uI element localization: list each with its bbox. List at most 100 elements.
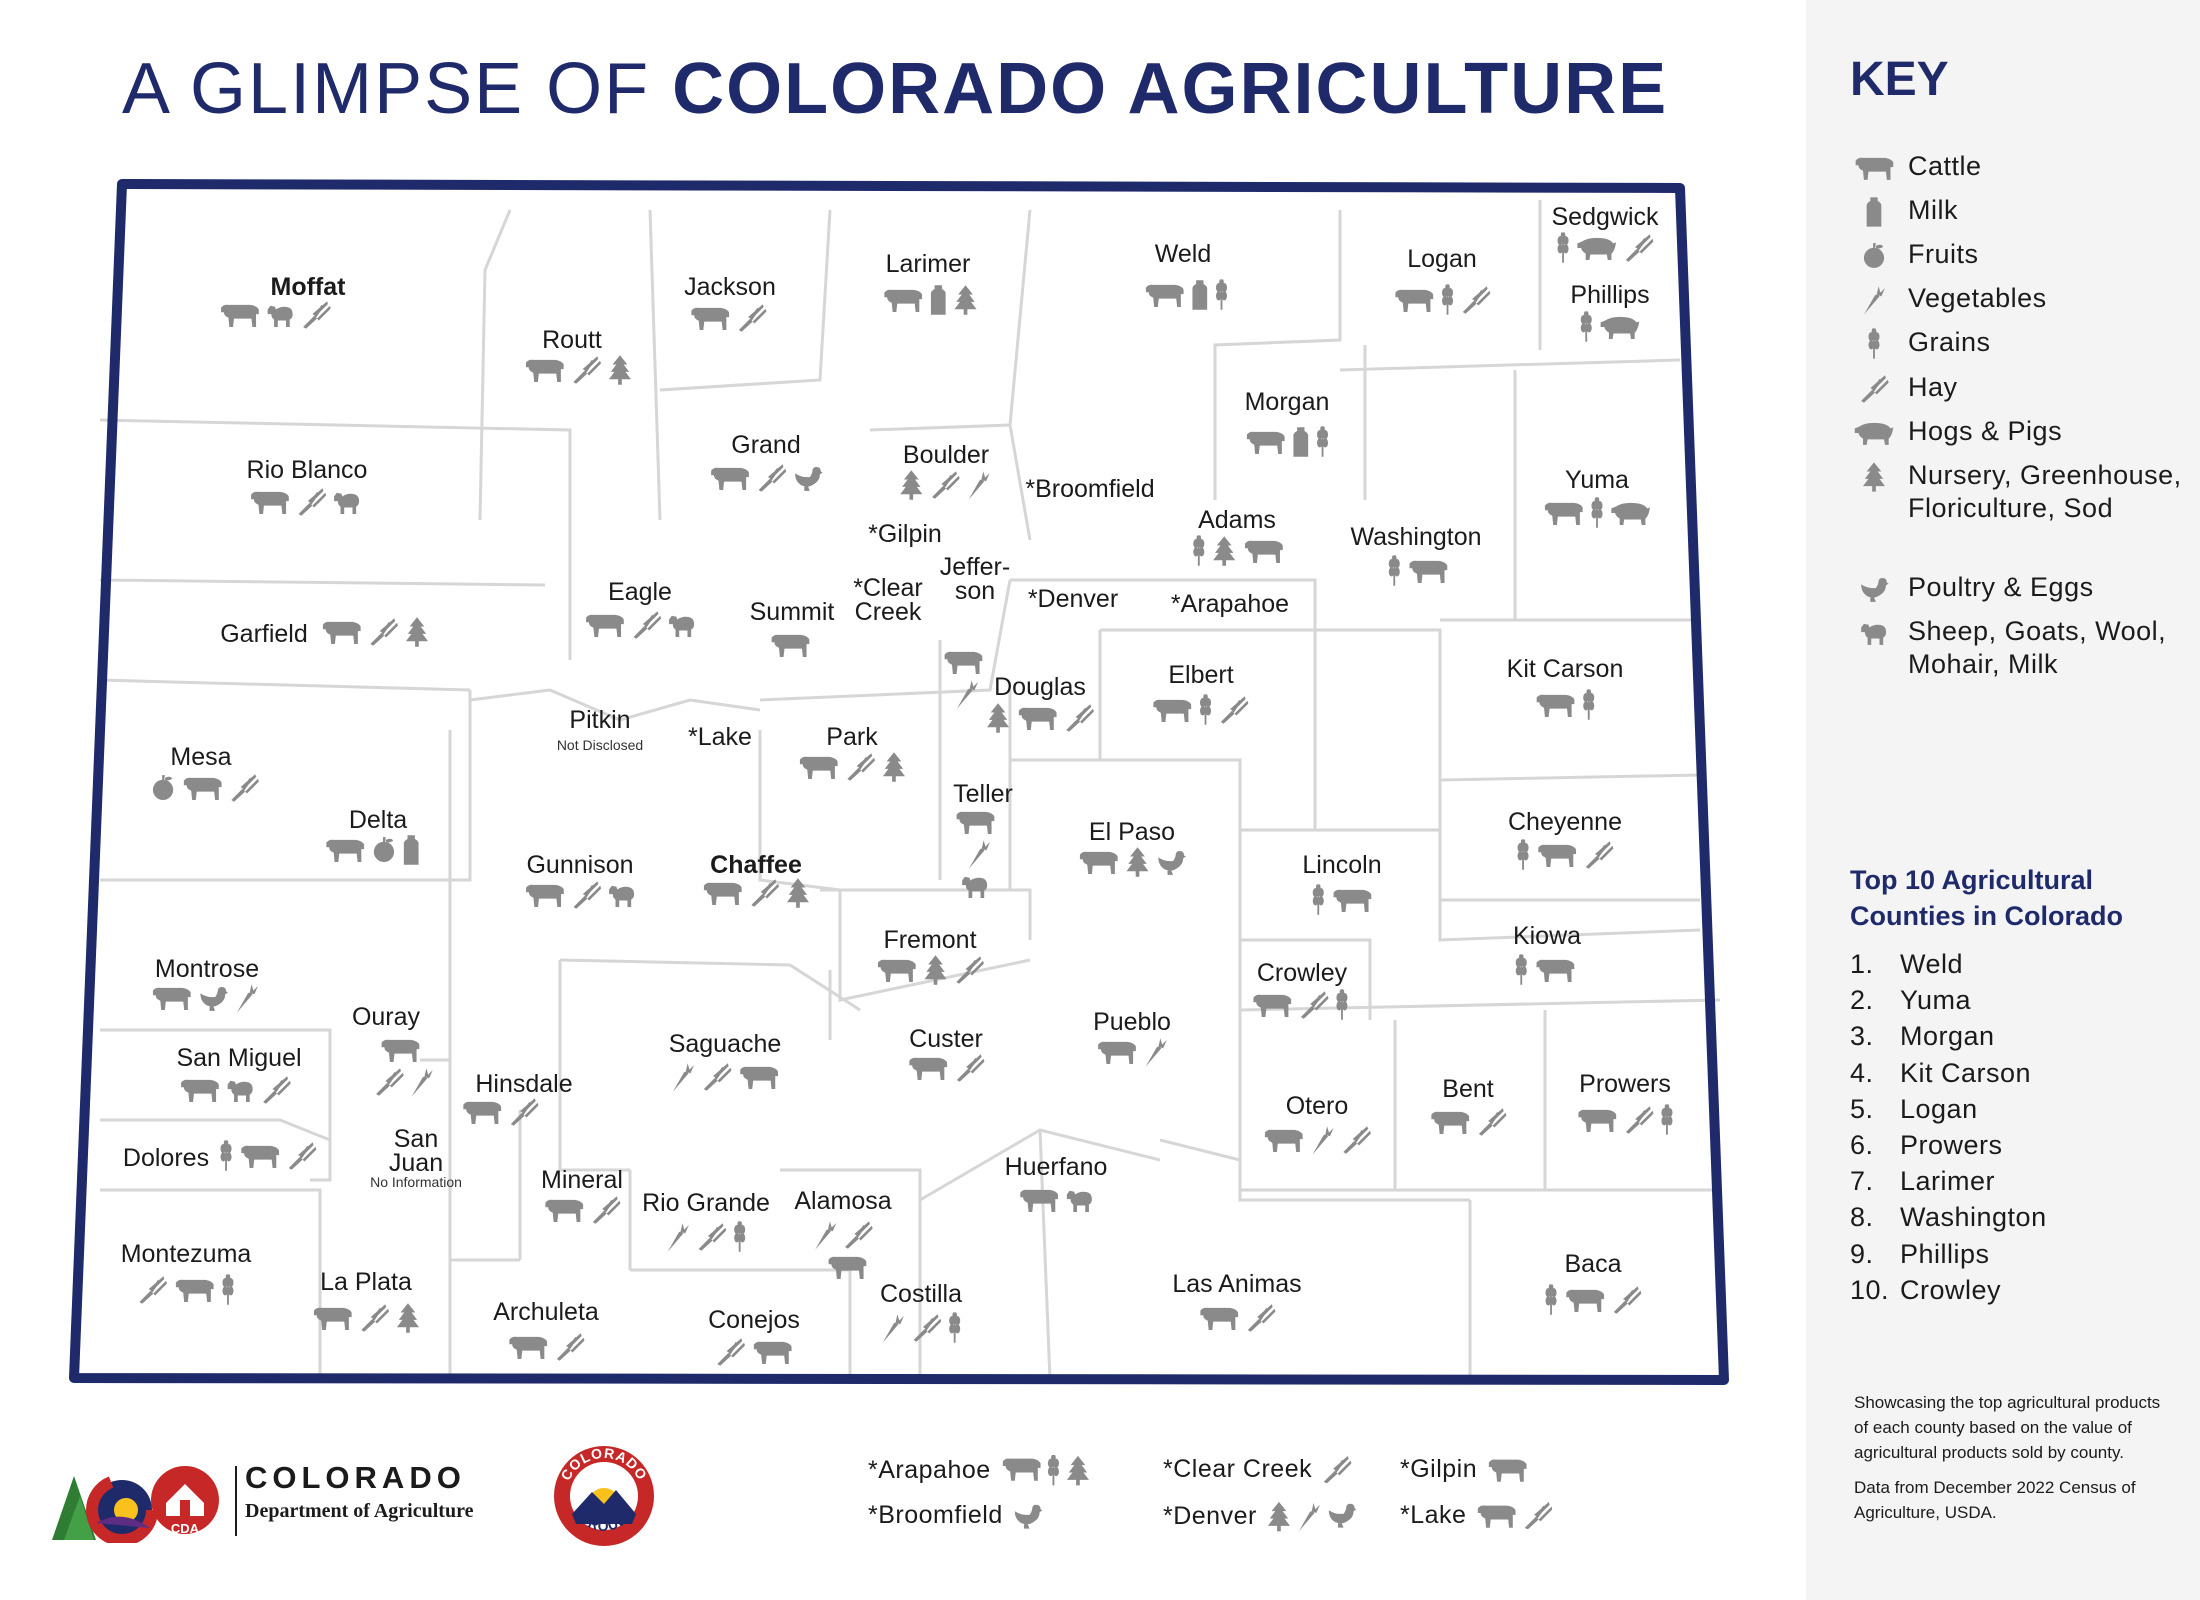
page-title: A GLIMPSE OF COLORADO AGRICULTURE bbox=[122, 48, 1668, 130]
vegetables-icon bbox=[1312, 1126, 1334, 1155]
boundary-line bbox=[1038, 1129, 1052, 1381]
sheep-icon bbox=[609, 885, 635, 907]
vegetables-icon bbox=[411, 1068, 433, 1097]
grains-icon bbox=[1336, 989, 1348, 1020]
fruits-icon bbox=[1863, 243, 1885, 268]
county-name: Phillips bbox=[1900, 1238, 1990, 1269]
sheep-icon bbox=[669, 615, 695, 637]
fn-gilpin: *Gilpin bbox=[1400, 1455, 1528, 1484]
boundary-line bbox=[558, 960, 630, 1172]
poultry-icon bbox=[1014, 1504, 1043, 1529]
boundary-line bbox=[100, 1028, 332, 1182]
cattle-icon bbox=[509, 1336, 548, 1359]
hay-icon bbox=[1478, 1108, 1507, 1136]
county-adams: Adams bbox=[1193, 506, 1283, 566]
county-name: Rio Grande bbox=[642, 1189, 770, 1217]
boundary-line bbox=[780, 1168, 922, 1380]
cattle-icon bbox=[753, 1341, 792, 1364]
county-summit: Summit bbox=[750, 598, 834, 657]
grains-icon bbox=[1545, 1284, 1557, 1315]
county-yuma: Yuma bbox=[1544, 466, 1650, 528]
hay-icon bbox=[1613, 1286, 1642, 1314]
rank-number: 7. bbox=[1850, 1166, 1874, 1197]
cattle-icon bbox=[740, 1066, 778, 1089]
county-fremont: Fremont bbox=[877, 926, 984, 985]
cattle-icon bbox=[909, 1057, 948, 1080]
county-name: Saguache bbox=[669, 1030, 782, 1058]
cattle-icon bbox=[1264, 1129, 1303, 1152]
cattle-icon bbox=[1253, 994, 1292, 1017]
hay-icon bbox=[932, 471, 960, 499]
cattle-icon bbox=[1395, 289, 1434, 312]
key-label: Cattle bbox=[1908, 151, 1982, 181]
county-name: Las Animas bbox=[1172, 1270, 1301, 1298]
key-label: Vegetables bbox=[1908, 283, 2047, 313]
footnote-label: *Denver bbox=[1163, 1502, 1257, 1531]
cattle-icon bbox=[381, 1039, 420, 1062]
hay-icon bbox=[956, 1054, 985, 1082]
boundary-line bbox=[820, 888, 1032, 940]
boundary-line bbox=[100, 690, 472, 882]
rank-number: 3. bbox=[1850, 1021, 1874, 1052]
county-logan: Logan bbox=[1395, 245, 1491, 315]
top10-list: 1. Weld 2. Yuma 3. Morgan 4. Kit Carson 5. Logan 6… bbox=[1850, 946, 2047, 1308]
county-park: Park bbox=[799, 723, 905, 782]
hay-icon bbox=[1462, 286, 1491, 314]
county-note: Not Disclosed bbox=[557, 737, 643, 753]
boundary-line bbox=[1439, 773, 1701, 782]
cattle-icon bbox=[877, 959, 916, 982]
hay-icon bbox=[288, 1142, 317, 1170]
top10-item: 4. Kit Carson bbox=[1850, 1055, 2047, 1091]
county-rio-blanco: Rio Blanco bbox=[247, 456, 367, 516]
county-rio-grande: Rio Grande bbox=[642, 1189, 770, 1252]
boundary-line bbox=[1159, 1138, 1241, 1162]
county-sedgwick: Sedgwick bbox=[1552, 203, 1659, 263]
key-item-hogs: Hogs & Pigs bbox=[1852, 415, 2192, 449]
hay-icon bbox=[556, 1333, 585, 1361]
county-alamosa: Alamosa bbox=[794, 1187, 892, 1279]
rank-number: 2. bbox=[1850, 985, 1874, 1016]
boundary-line bbox=[469, 688, 761, 722]
cattle-icon bbox=[525, 359, 564, 382]
hay-icon bbox=[592, 1196, 621, 1224]
county-name: *Denver bbox=[1028, 585, 1118, 613]
boundary-line bbox=[1240, 938, 1372, 1020]
cattle-icon bbox=[221, 304, 259, 327]
nursery-icon bbox=[608, 355, 631, 385]
key-item-nursery: Nursery, Greenhouse, Floriculture, Sod bbox=[1852, 459, 2192, 525]
source-note: Showcasing the top agricultural products… bbox=[1854, 1390, 2174, 1535]
county-delta: Delta bbox=[326, 806, 419, 865]
vegetables-icon bbox=[672, 1063, 695, 1092]
nursery-icon bbox=[882, 752, 905, 782]
footnote-icons bbox=[1267, 1501, 1357, 1532]
boundary-line bbox=[648, 209, 662, 521]
nursery-icon bbox=[1066, 1455, 1089, 1486]
boundary-line bbox=[420, 730, 452, 1062]
hay-icon bbox=[1524, 1501, 1553, 1530]
county-name: Bent bbox=[1442, 1075, 1493, 1103]
county-las-animas: Las Animas bbox=[1172, 1270, 1302, 1332]
hay-icon bbox=[758, 464, 787, 492]
sheep-icon bbox=[1066, 1190, 1092, 1212]
key-item-fruits: Fruits bbox=[1852, 238, 2192, 272]
county-name: Kiowa bbox=[1513, 922, 1581, 950]
footnote-icons bbox=[1013, 1502, 1043, 1530]
hay-icon bbox=[1066, 704, 1094, 732]
cattle-icon bbox=[1002, 1458, 1041, 1481]
cattle-icon bbox=[251, 491, 289, 514]
county-broomfield: *Broomfield bbox=[1025, 475, 1154, 503]
colorado-map: Moffat Routt Jackson Larimer Weld Logan Sedgwi… bbox=[69, 179, 1729, 1385]
top10-item: 8. Washington bbox=[1850, 1199, 2047, 1235]
county-name: Crowley bbox=[1900, 1274, 2002, 1305]
county-montezuma: Montezuma bbox=[121, 1240, 251, 1305]
cattle-icon bbox=[944, 651, 983, 674]
milk-icon bbox=[403, 835, 419, 865]
cattle-icon bbox=[545, 1199, 584, 1222]
cattle-icon bbox=[1245, 540, 1283, 563]
county-name: Huerfano bbox=[1005, 1153, 1108, 1181]
hay-icon bbox=[573, 356, 601, 384]
nursery-icon bbox=[1213, 536, 1236, 566]
county-name: San Miguel bbox=[176, 1044, 301, 1072]
rank-number: 5. bbox=[1850, 1093, 1874, 1124]
